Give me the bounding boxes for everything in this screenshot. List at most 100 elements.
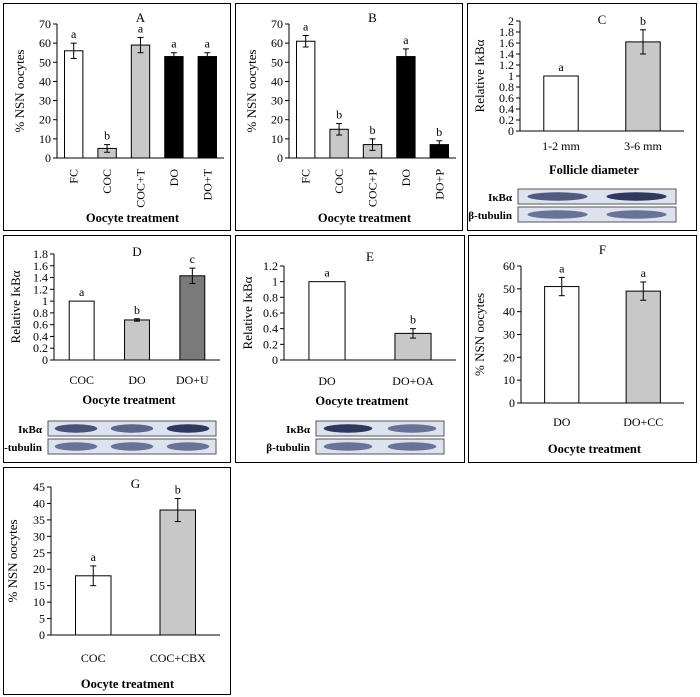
chart-a-ytick-label: 10 (39, 132, 51, 146)
chart-c-ytick-label: 2 (508, 14, 514, 28)
chart-a-bar (130, 44, 151, 159)
chart-g-ytick-label: 20 (33, 562, 45, 576)
chart-a-ytick-label: 30 (39, 94, 51, 108)
chart-e: E 0 0.20.4 0.6 0.81 1.2 Relative IκBα a DO b DO+OA… (240, 249, 456, 455)
chart-a-xlabel: Oocyte treatment (86, 211, 180, 225)
panel-d: D 0 0.2 0.4 0.6 0.8 1 1.2 1.4 1.6 1.8 Relative IκBα… (3, 235, 231, 463)
chart-a-ytick-label: 0 (45, 151, 51, 165)
chart-f-category-label: DO+CC (623, 415, 663, 429)
chart-a-category-label: DO+T (200, 168, 214, 200)
chart-d-ytick-label: 0.2 (33, 341, 48, 355)
chart-c-category-label: 1-2 mm (542, 139, 580, 153)
chart-b-category-label: COC+P (366, 169, 380, 207)
chart-b-ytick-label: 70 (271, 17, 283, 31)
chart-a: A 0 10 20 30 40 50 60 70 % NSN oocytes a FC b COC a COC… (12, 10, 224, 225)
chart-d-ylabel: Relative IκBα (8, 270, 23, 343)
chart-e-blot-label: IκBα (286, 424, 311, 436)
panel-b: B 0 10 20 30 40 50 60 70 % NSN oocytes a FC b COC b COC… (235, 3, 463, 231)
chart-a-sig-letter: b (104, 129, 110, 143)
chart-b-ytick-label: 40 (271, 74, 283, 88)
chart-a-ylabel: % NSN oocytes (12, 49, 27, 132)
chart-e-category-label: DO+OA (392, 374, 434, 388)
panel-c: C 0 0.2 0.4 0.6 0.8 1 1.2 1.4 1.6 1.8 2 Relative IκB… (467, 3, 697, 231)
chart-d-ytick-label: 0 (42, 353, 48, 367)
chart-f-title: F (599, 242, 606, 257)
chart-c-sig-letter: a (558, 60, 564, 74)
chart-b-sig-letter: a (403, 33, 409, 47)
chart-g-ytick-label: 45 (33, 480, 45, 494)
chart-g-ytick-label: 0 (39, 628, 45, 642)
chart-e-category-label: DO (318, 374, 336, 388)
chart-a-category-label: FC (67, 169, 81, 184)
chart-a-title: A (136, 10, 146, 25)
chart-f-ytick-label: 0 (509, 396, 515, 410)
chart-e-ytick-label: 0.4 (263, 322, 278, 336)
chart-g-ytick-label: 10 (33, 595, 45, 609)
chart-f-sig-letter: a (559, 261, 565, 275)
chart-d-sig-letter: a (79, 285, 85, 299)
chart-c-blot-band (527, 192, 588, 201)
chart-e-title: E (366, 249, 374, 264)
chart-b-bar (396, 56, 416, 159)
chart-g-ytick-label: 5 (39, 612, 45, 626)
chart-a-ytick-label: 40 (39, 74, 51, 88)
chart-g-category-label: COC (81, 651, 106, 665)
chart-c-blot-band (606, 192, 667, 201)
chart-b-category-label: DO (399, 169, 413, 187)
chart-d-category-label: DO (128, 373, 146, 387)
panel-a: A 0 10 20 30 40 50 60 70 % NSN oocytes a FC b COC a COC… (3, 3, 231, 231)
chart-g-xlabel: Oocyte treatment (81, 677, 175, 691)
chart-d-category-label: COC (69, 373, 94, 387)
chart-d-ytick-label: 0.8 (33, 306, 48, 320)
chart-c-ytick-label: 0 (508, 124, 514, 138)
chart-e-blot-label: β-tubulin (266, 442, 310, 454)
chart-d-ytick-label: 1.4 (33, 271, 48, 285)
chart-a-sig-letter: a (205, 37, 211, 51)
chart-a-sig-letter: a (171, 37, 177, 51)
chart-b-ytick-label: 30 (271, 94, 283, 108)
chart-e-ylabel: Relative IκBα (240, 276, 255, 349)
panel-g: G 0 5 10 15 20 25 30 35 40 45 % NSN oocytes a COC b COC… (3, 467, 231, 695)
chart-d-blot-band (54, 442, 98, 451)
chart-d-ytick-label: 0.6 (33, 318, 48, 332)
chart-a-ytick-label: 20 (39, 113, 51, 127)
chart-d-ytick-label: 1.6 (33, 259, 48, 273)
chart-c-category-label: 3-6 mm (624, 139, 662, 153)
chart-f-ytick-label: 20 (503, 350, 515, 364)
chart-g-category-label: COC+CBX (150, 651, 206, 665)
chart-b-bar (296, 40, 316, 159)
chart-c-ylabel: Relative IκBα (472, 39, 487, 112)
chart-d-blot-band (110, 442, 154, 451)
chart-c-ytick-label: 0.2 (499, 113, 514, 127)
panel-e: E 0 0.2 0.4 0.6 0.8 1 1.2 Relative IκBα a DO b DO+OA… (235, 235, 465, 463)
chart-d-blot-label: β-tubulin (4, 442, 42, 454)
chart-d-ytick-label: 1.8 (33, 247, 48, 261)
chart-e-bar (308, 281, 346, 361)
chart-f-category-label: DO (553, 415, 571, 429)
chart-c-ytick-label: 1 (508, 69, 514, 83)
chart-a-sig-letter: a (138, 21, 144, 35)
chart-d-blot-label: IκBα (18, 424, 43, 436)
chart-b-sig-letter: b (336, 108, 342, 122)
chart-c-ytick-label: 1.4 (499, 47, 514, 61)
chart-c-title: C (598, 12, 607, 27)
chart-g-ytick-label: 25 (33, 546, 45, 560)
chart-d-blot-band (54, 424, 98, 433)
chart-g-title: G (131, 476, 140, 491)
chart-d-ytick-label: 0.4 (33, 329, 48, 343)
chart-b-ytick-label: 20 (271, 113, 283, 127)
chart-d-ytick-label: 1.2 (33, 282, 48, 296)
chart-b-ytick-label: 0 (277, 151, 283, 165)
chart-b-category-label: DO+P (432, 169, 446, 200)
chart-e-ytick-label: 0.2 (263, 337, 278, 351)
chart-b: B 0 10 20 30 40 50 60 70 % NSN oocytes a FC b COC b COC… (244, 10, 456, 225)
chart-f-ytick-label: 30 (503, 328, 515, 342)
chart-g-ytick-label: 40 (33, 496, 45, 510)
chart-f: F 0 10 20 30 40 50 60 % NSN oocytes a DO a DO+CC Oocy… (472, 242, 684, 456)
chart-f-ytick-label: 40 (503, 305, 515, 319)
chart-c-bar (543, 75, 579, 132)
chart-d-bar (179, 275, 206, 361)
chart-d-ytick-label: 1 (42, 294, 48, 308)
chart-f-bar (544, 286, 580, 404)
chart-e-ytick-label: 0.6 (263, 306, 278, 320)
